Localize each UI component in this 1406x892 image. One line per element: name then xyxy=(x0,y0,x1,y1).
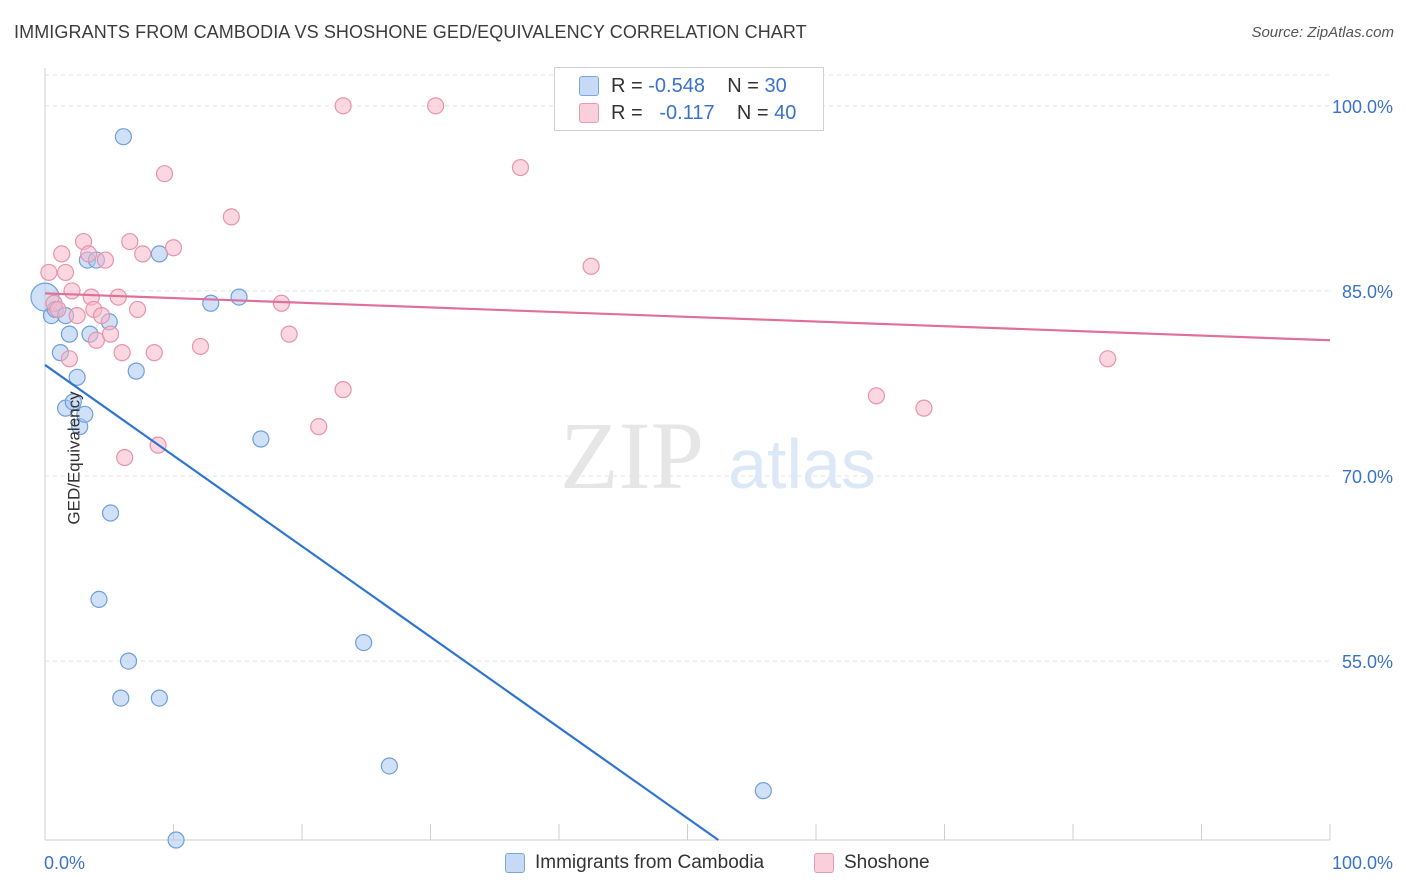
point-shoshone xyxy=(145,344,163,362)
y-tick-label: 85.0% xyxy=(1342,282,1393,302)
n-label: N = xyxy=(727,74,759,97)
point-shoshone xyxy=(310,418,328,436)
y-tick-label: 55.0% xyxy=(1342,652,1393,672)
point-cambodia xyxy=(150,245,168,263)
n-value: 30 xyxy=(764,74,787,97)
watermark-atlas: atlas xyxy=(728,425,876,503)
point-shoshone xyxy=(121,232,139,251)
correlation-legend: R = -0.548 N = 30 R = -0.117 N = 40 xyxy=(554,67,824,131)
point-shoshone xyxy=(56,263,75,282)
point-shoshone xyxy=(101,325,120,343)
watermark: ZIP atlas xyxy=(560,402,876,509)
legend-label-shoshone: Shoshone xyxy=(844,852,930,873)
point-shoshone xyxy=(164,239,183,257)
trend-line-cambodia xyxy=(44,364,719,841)
point-cambodia xyxy=(202,294,220,312)
legend-item-cambodia: Immigrants from Cambodia xyxy=(505,852,764,874)
point-shoshone xyxy=(134,245,152,263)
x-tick-label: 0.0% xyxy=(44,853,85,873)
legend-item-shoshone: Shoshone xyxy=(814,852,930,874)
point-shoshone xyxy=(40,263,58,282)
axes xyxy=(44,68,1331,841)
tick-labels: 55.0% 70.0% 85.0% 100.0% 0.0% 100.0% xyxy=(44,97,1393,873)
point-shoshone xyxy=(53,245,71,263)
legend-label-cambodia: Immigrants from Cambodia xyxy=(535,852,765,873)
r-label: R = xyxy=(611,101,643,124)
point-cambodia xyxy=(754,782,772,800)
point-cambodia xyxy=(230,288,248,306)
x-tick-label: 100.0% xyxy=(1332,853,1393,873)
point-shoshone xyxy=(511,158,530,177)
legend-row-cambodia: R = -0.548 N = 30 xyxy=(579,74,787,98)
point-cambodia xyxy=(380,757,398,775)
point-cambodia xyxy=(101,504,120,522)
point-cambodia xyxy=(355,633,373,652)
y-tick-label: 100.0% xyxy=(1332,97,1393,117)
n-value: 40 xyxy=(774,101,797,124)
point-cambodia xyxy=(167,831,185,849)
y-axis-label: GED/Equivalency xyxy=(64,391,84,525)
series-legend: Immigrants from Cambodia Shoshone xyxy=(0,852,1406,878)
trend-lines xyxy=(44,292,1331,841)
point-shoshone xyxy=(222,208,240,226)
y-tick-label: 70.0% xyxy=(1342,467,1393,487)
point-cambodia xyxy=(127,362,145,380)
point-shoshone xyxy=(113,344,131,362)
point-cambodia xyxy=(76,405,94,423)
point-shoshone xyxy=(155,165,174,183)
point-shoshone xyxy=(87,331,106,349)
point-cambodia xyxy=(112,689,130,707)
point-cambodia xyxy=(119,652,138,670)
point-cambodia xyxy=(68,368,86,386)
chart-title: IMMIGRANTS FROM CAMBODIA VS SHOSHONE GED… xyxy=(14,22,807,42)
source-label: Source: ZipAtlas.com xyxy=(1251,24,1394,41)
point-shoshone xyxy=(96,251,114,269)
r-value: -0.548 xyxy=(648,74,705,97)
point-cambodia xyxy=(252,430,270,448)
r-label: R = xyxy=(611,74,643,97)
point-cambodia xyxy=(150,689,168,707)
watermark-zip: ZIP xyxy=(560,402,704,509)
trend-line-shoshone xyxy=(44,292,1331,342)
point-shoshone xyxy=(334,381,352,399)
point-shoshone xyxy=(92,307,111,325)
point-cambodia xyxy=(90,590,108,608)
point-shoshone xyxy=(915,399,933,417)
point-shoshone xyxy=(191,337,210,356)
point-shoshone xyxy=(68,307,86,325)
cambodia-swatch xyxy=(505,853,525,873)
point-shoshone xyxy=(80,245,98,263)
point-shoshone xyxy=(116,448,134,467)
grid-lines xyxy=(45,74,1330,662)
legend-row-shoshone: R = -0.117 N = 40 xyxy=(579,101,796,125)
shoshone-swatch xyxy=(579,103,599,123)
point-shoshone xyxy=(867,387,885,405)
point-cambodia xyxy=(60,325,79,343)
n-label: N = xyxy=(736,101,769,124)
shoshone-swatch xyxy=(814,853,834,873)
point-shoshone xyxy=(280,325,298,343)
point-cambodia xyxy=(64,393,82,411)
point-shoshone xyxy=(63,282,81,300)
point-shoshone xyxy=(582,257,600,275)
r-value: -0.117 xyxy=(659,101,715,124)
point-cambodia xyxy=(114,128,132,146)
point-shoshone xyxy=(60,350,79,368)
point-shoshone xyxy=(128,300,147,319)
point-shoshone xyxy=(334,97,352,115)
point-shoshone xyxy=(49,300,67,319)
point-shoshone xyxy=(1099,350,1117,368)
point-shoshone xyxy=(427,97,445,115)
cambodia-swatch xyxy=(579,76,599,96)
